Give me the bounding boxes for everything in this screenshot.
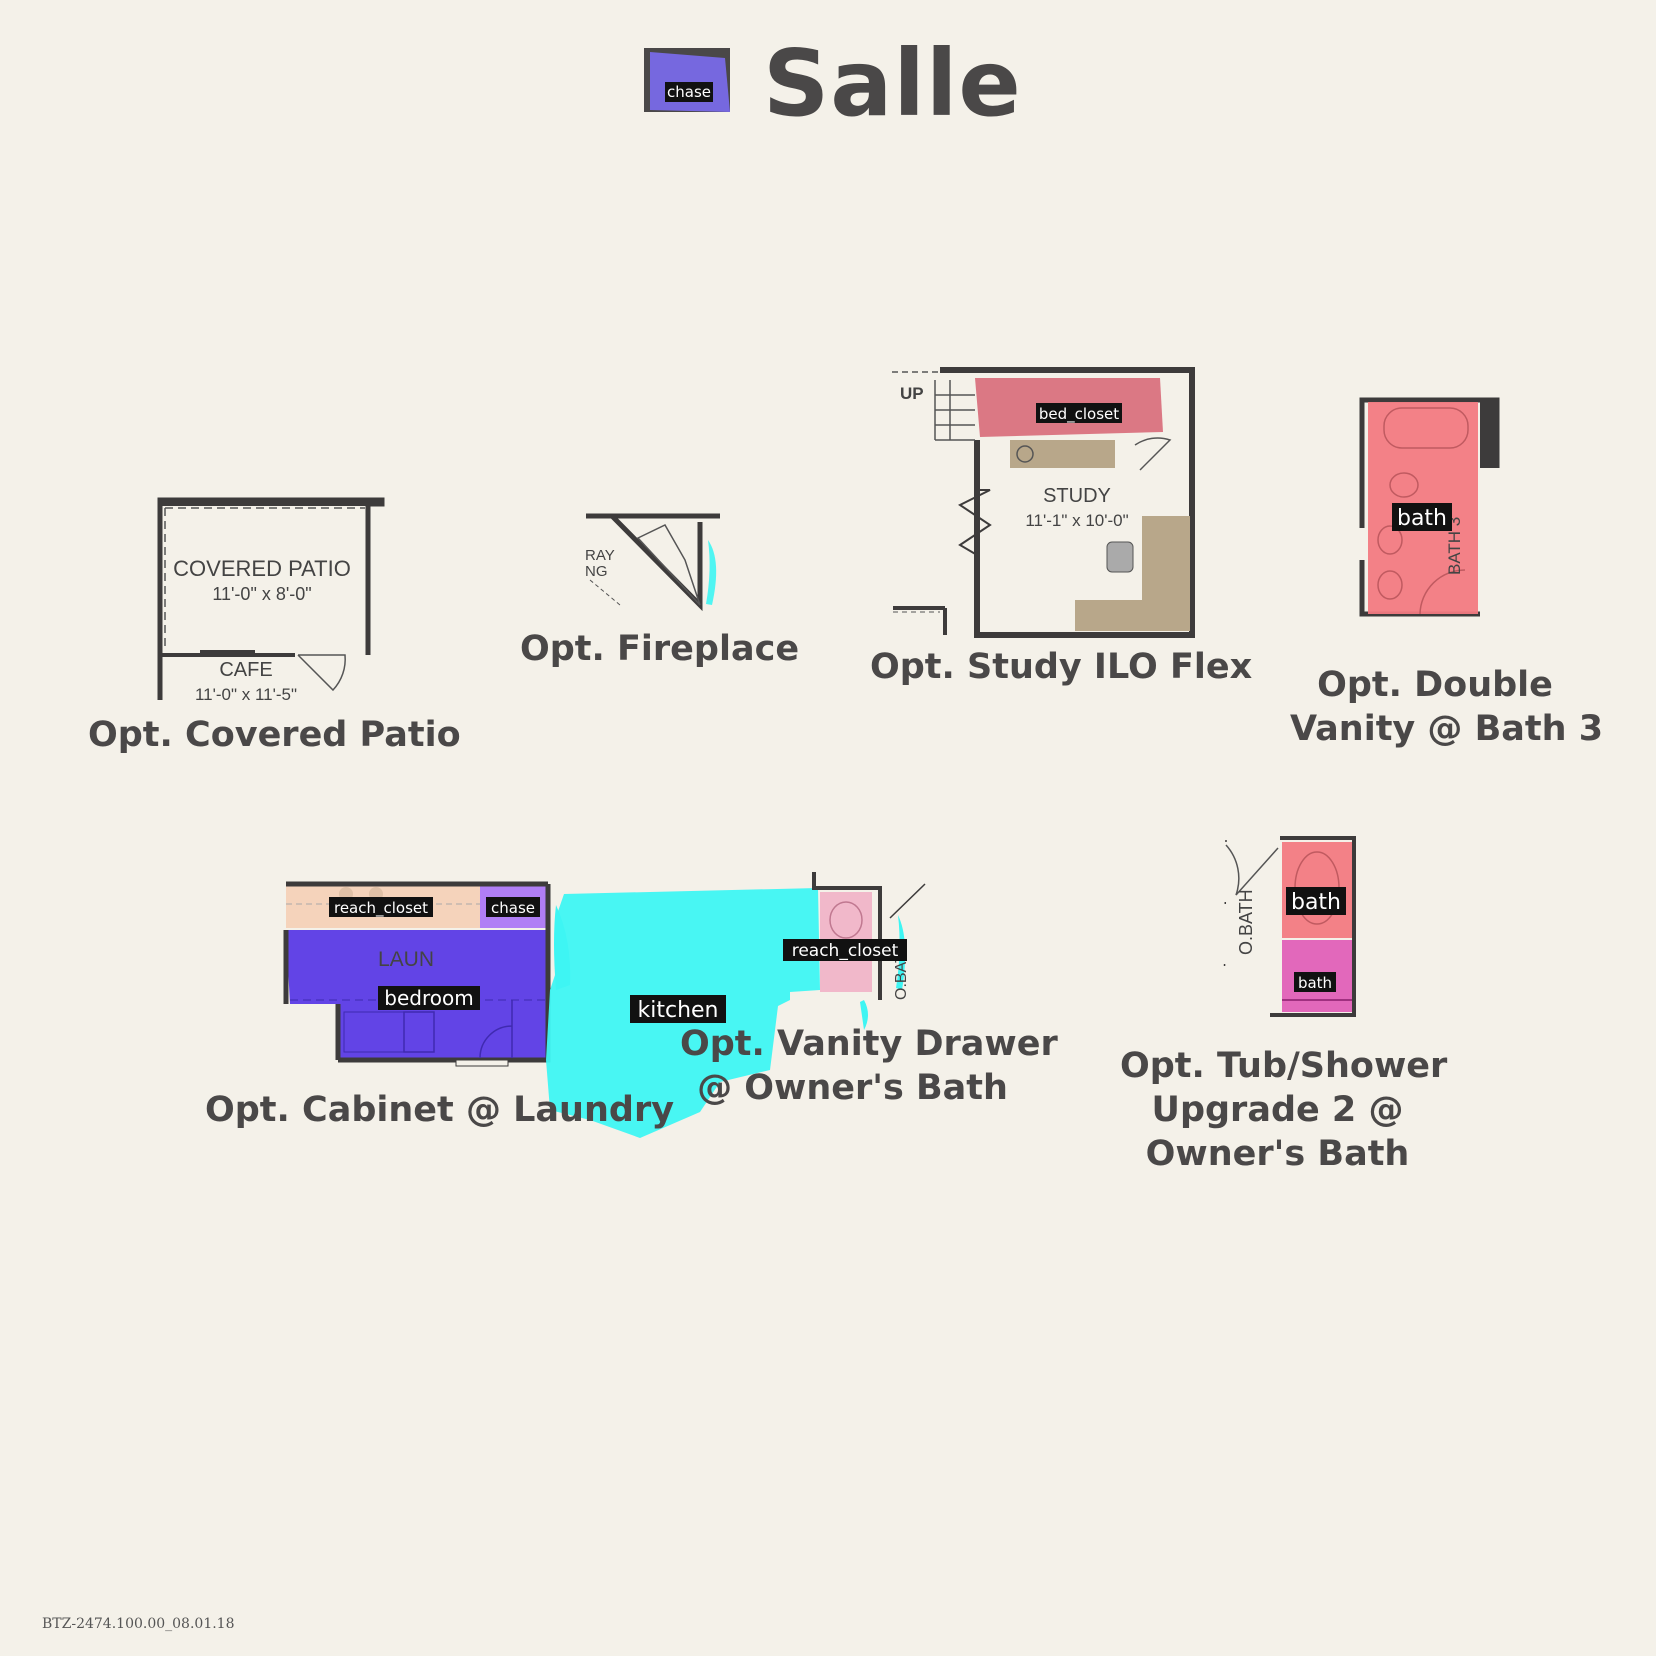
- caption-fireplace: Opt. Fireplace: [520, 629, 800, 669]
- tub-lower-bath-label: bath: [1298, 974, 1332, 992]
- cafe-room-name: CAFE: [219, 659, 272, 681]
- plan-double-vanity: BATH 3 bath: [1359, 397, 1500, 617]
- caption-double-vanity-line2: Vanity @ Bath 3: [1290, 709, 1604, 749]
- cafe-room-dims: 11'-0" x 11'-5": [195, 685, 297, 704]
- tub-upper-bath-label: bath: [1291, 890, 1341, 915]
- kitchen-label: kitchen: [638, 998, 719, 1023]
- plan-fireplace: RAY NG: [585, 513, 720, 612]
- logo-icon: chase: [644, 48, 730, 112]
- study-up-label: UP: [900, 384, 924, 403]
- brand-title: Salle: [763, 30, 1022, 137]
- plan-covered-patio: COVERED PATIO 11'-0" x 8'-0" CAFE 11'-0"…: [157, 497, 385, 704]
- vanity-drawer-reach-closet-label: reach_closet: [792, 941, 899, 961]
- study-room-dims: 11'-1" x 10'-0": [1025, 511, 1128, 530]
- caption-laundry-cabinet: Opt. Cabinet @ Laundry: [205, 1090, 675, 1130]
- caption-vanity-drawer: Opt. Vanity Drawer @ Owner's Bath: [680, 1022, 1058, 1110]
- caption-covered-patio: Opt. Covered Patio: [88, 715, 461, 755]
- kitchen-region: kitchen: [546, 888, 906, 1138]
- study-room-name: STUDY: [1043, 485, 1111, 507]
- caption-tub-shower-line1: Opt. Tub/Shower: [1120, 1046, 1448, 1086]
- caption-vanity-drawer-line2: @ Owner's Bath: [697, 1068, 1008, 1108]
- caption-study: Opt. Study ILO Flex: [870, 647, 1253, 687]
- caption-vanity-drawer-line1: Opt. Vanity Drawer: [680, 1024, 1058, 1064]
- caption-double-vanity-line1: Opt. Double: [1317, 665, 1553, 705]
- patio-room-name: COVERED PATIO: [173, 556, 351, 581]
- study-bed-closet-label: bed_closet: [1039, 405, 1119, 424]
- caption-tub-shower: Opt. Tub/Shower Upgrade 2 @ Owner's Bath: [1120, 1044, 1448, 1176]
- plan-tub-shower: O.BATH bath bath: [1223, 836, 1356, 1017]
- laundry-chase-label: chase: [491, 899, 535, 917]
- laundry-reach-closet-label: reach_closet: [334, 899, 428, 918]
- double-vanity-bath-label: bath: [1397, 506, 1447, 531]
- fireplace-frag2: NG: [585, 563, 608, 580]
- caption-double-vanity: Opt. Double Vanity @ Bath 3: [1290, 663, 1604, 751]
- caption-tub-shower-line3: Owner's Bath: [1145, 1134, 1410, 1174]
- tub-room-label: O.BATH: [1236, 889, 1256, 955]
- plan-laundry-cabinet: reach_closet chase LAUN bedroom: [283, 881, 551, 1067]
- caption-tub-shower-line2: Upgrade 2 @: [1151, 1090, 1404, 1130]
- bath3-room-label: BATH 3: [1445, 517, 1464, 575]
- laundry-room-label: LAUN: [378, 948, 434, 971]
- patio-room-dims: 11'-0" x 8'-0": [212, 584, 311, 604]
- document-code: BTZ-2474.100.00_08.01.18: [42, 1616, 235, 1632]
- laundry-bedroom-label: bedroom: [384, 986, 473, 1010]
- plan-vanity-drawer: O.BATH reach_closet: [783, 872, 926, 1000]
- fireplace-frag1: RAY: [585, 547, 615, 564]
- logo-chase-label: chase: [667, 83, 711, 101]
- plan-study: bed_closet UP STUDY 11'-1" x 10'-0": [892, 367, 1195, 638]
